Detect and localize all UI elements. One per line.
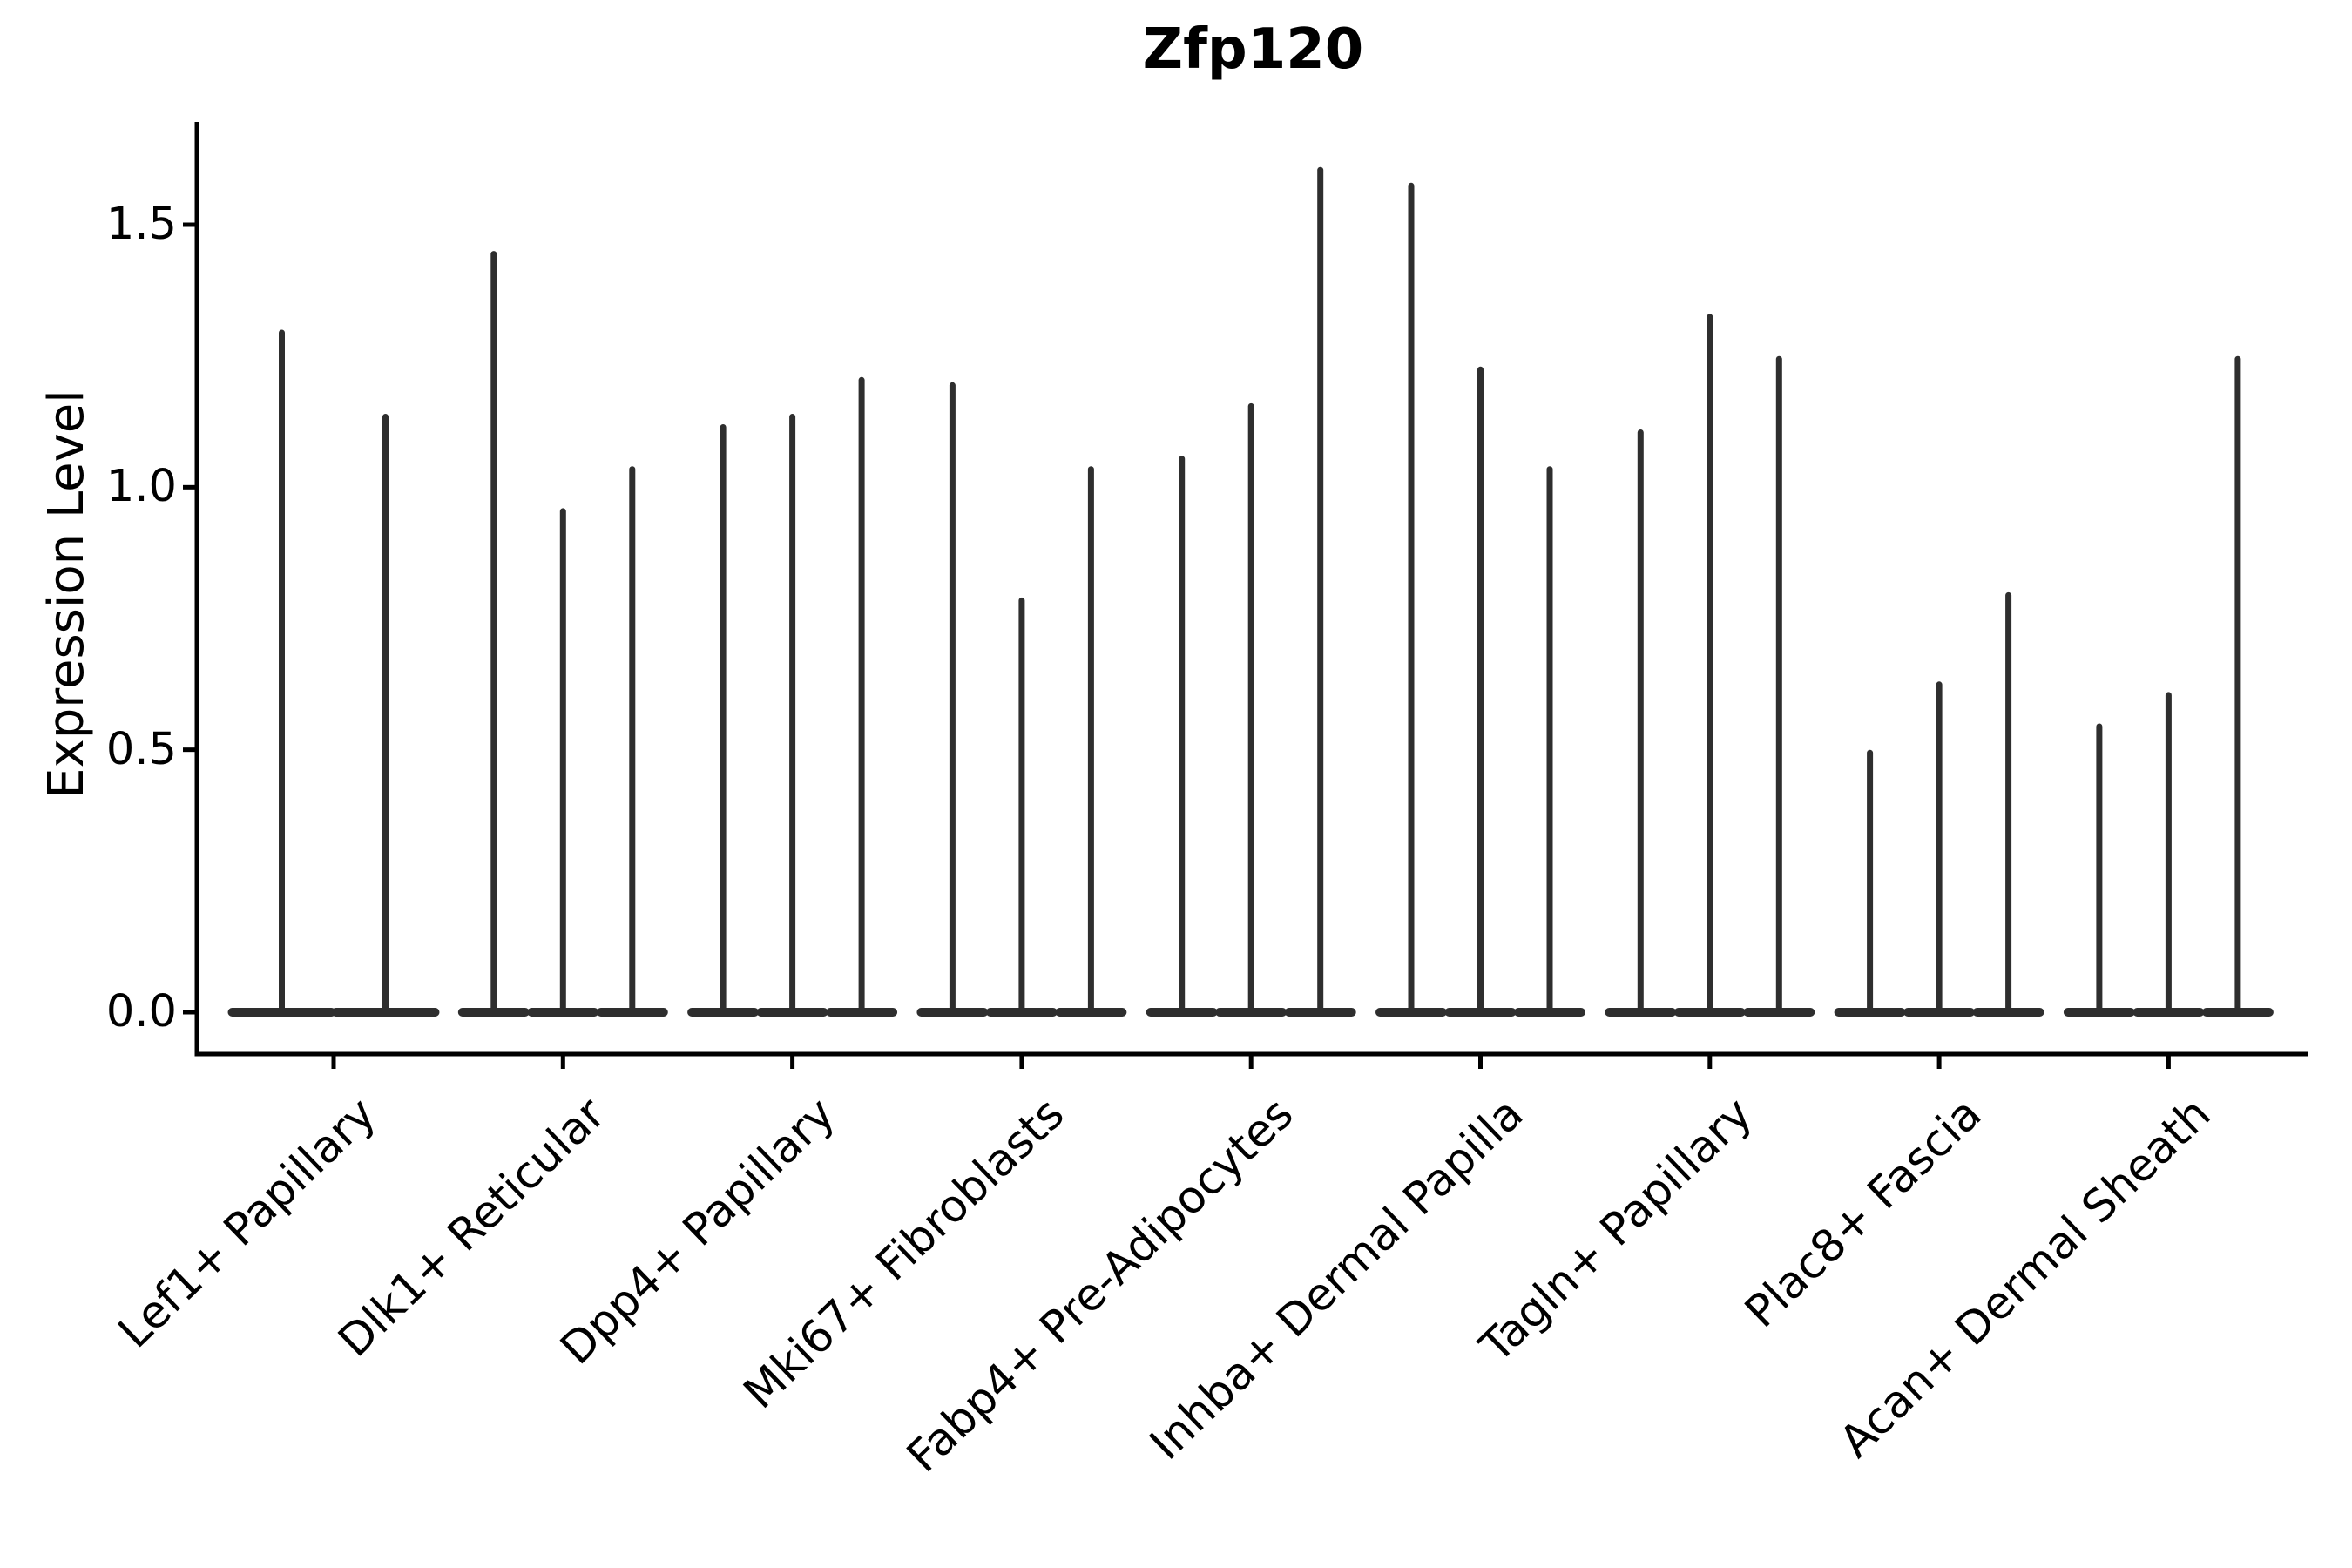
y-tick-label: 1.5 [105,198,177,250]
violin-spike [559,508,566,1017]
violin-spike [1546,466,1553,1017]
violin-spike [2096,723,2103,1017]
violin-spike [1707,314,1713,1017]
violin-spike [1867,749,1874,1017]
violin-spike [2165,692,2172,1017]
violin-spike [720,424,727,1017]
violin-spike [1018,597,1025,1017]
violin-spike [629,466,636,1017]
violin-spike [279,329,285,1017]
violin-spike [2234,355,2241,1017]
violin-spike [1637,429,1644,1017]
violin-spike [789,414,796,1017]
violin-spike [949,382,956,1017]
violin-spike [382,414,389,1017]
y-tick-label: 1.0 [105,461,177,513]
violin-spike [1247,402,1254,1017]
violin-spike [1317,166,1324,1017]
violin-spike [1087,466,1094,1017]
violin-spike [490,251,497,1017]
violin-spike [1408,182,1415,1017]
y-tick-label: 0.5 [105,723,177,775]
violin-spike [1775,355,1782,1017]
violin-spike [858,376,865,1017]
chart-title: Zfp120 [1142,17,1364,82]
violin-spike [1179,456,1186,1017]
violin-spike [1936,681,1943,1017]
violin-spike [2005,591,2012,1017]
y-tick-label: 0.0 [105,986,177,1037]
violin-spike [1477,366,1484,1017]
